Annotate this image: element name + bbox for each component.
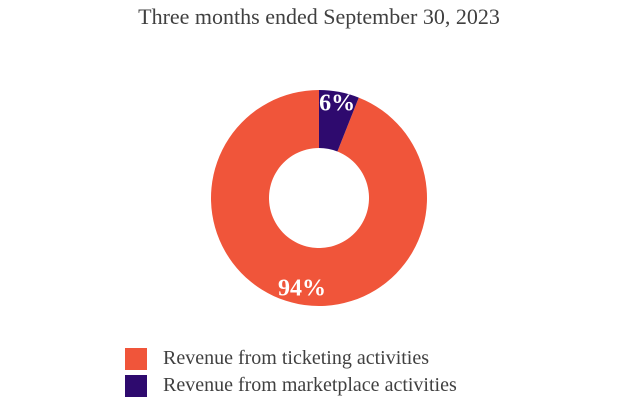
- chart-title: Three months ended September 30, 2023: [138, 4, 500, 29]
- donut-slice-labels: 94% 6%: [278, 91, 355, 302]
- donut-slices: [211, 90, 427, 306]
- donut-slice-label-1: 94%: [278, 275, 326, 301]
- legend-swatch-marketplace: [125, 374, 147, 397]
- legend-item-marketplace: Revenue from marketplace activities: [125, 372, 457, 399]
- legend-label-marketplace: Revenue from marketplace activities: [163, 374, 457, 396]
- donut-slice-2: [319, 90, 359, 152]
- legend-swatch-ticketing: [125, 347, 147, 370]
- donut-slice-1: [211, 90, 427, 306]
- chart-legend: Revenue from ticketing activities Revenu…: [125, 345, 457, 399]
- donut-slice-label-2: 6%: [319, 91, 355, 117]
- legend-item-ticketing: Revenue from ticketing activities: [125, 345, 457, 372]
- legend-label-ticketing: Revenue from ticketing activities: [163, 347, 430, 369]
